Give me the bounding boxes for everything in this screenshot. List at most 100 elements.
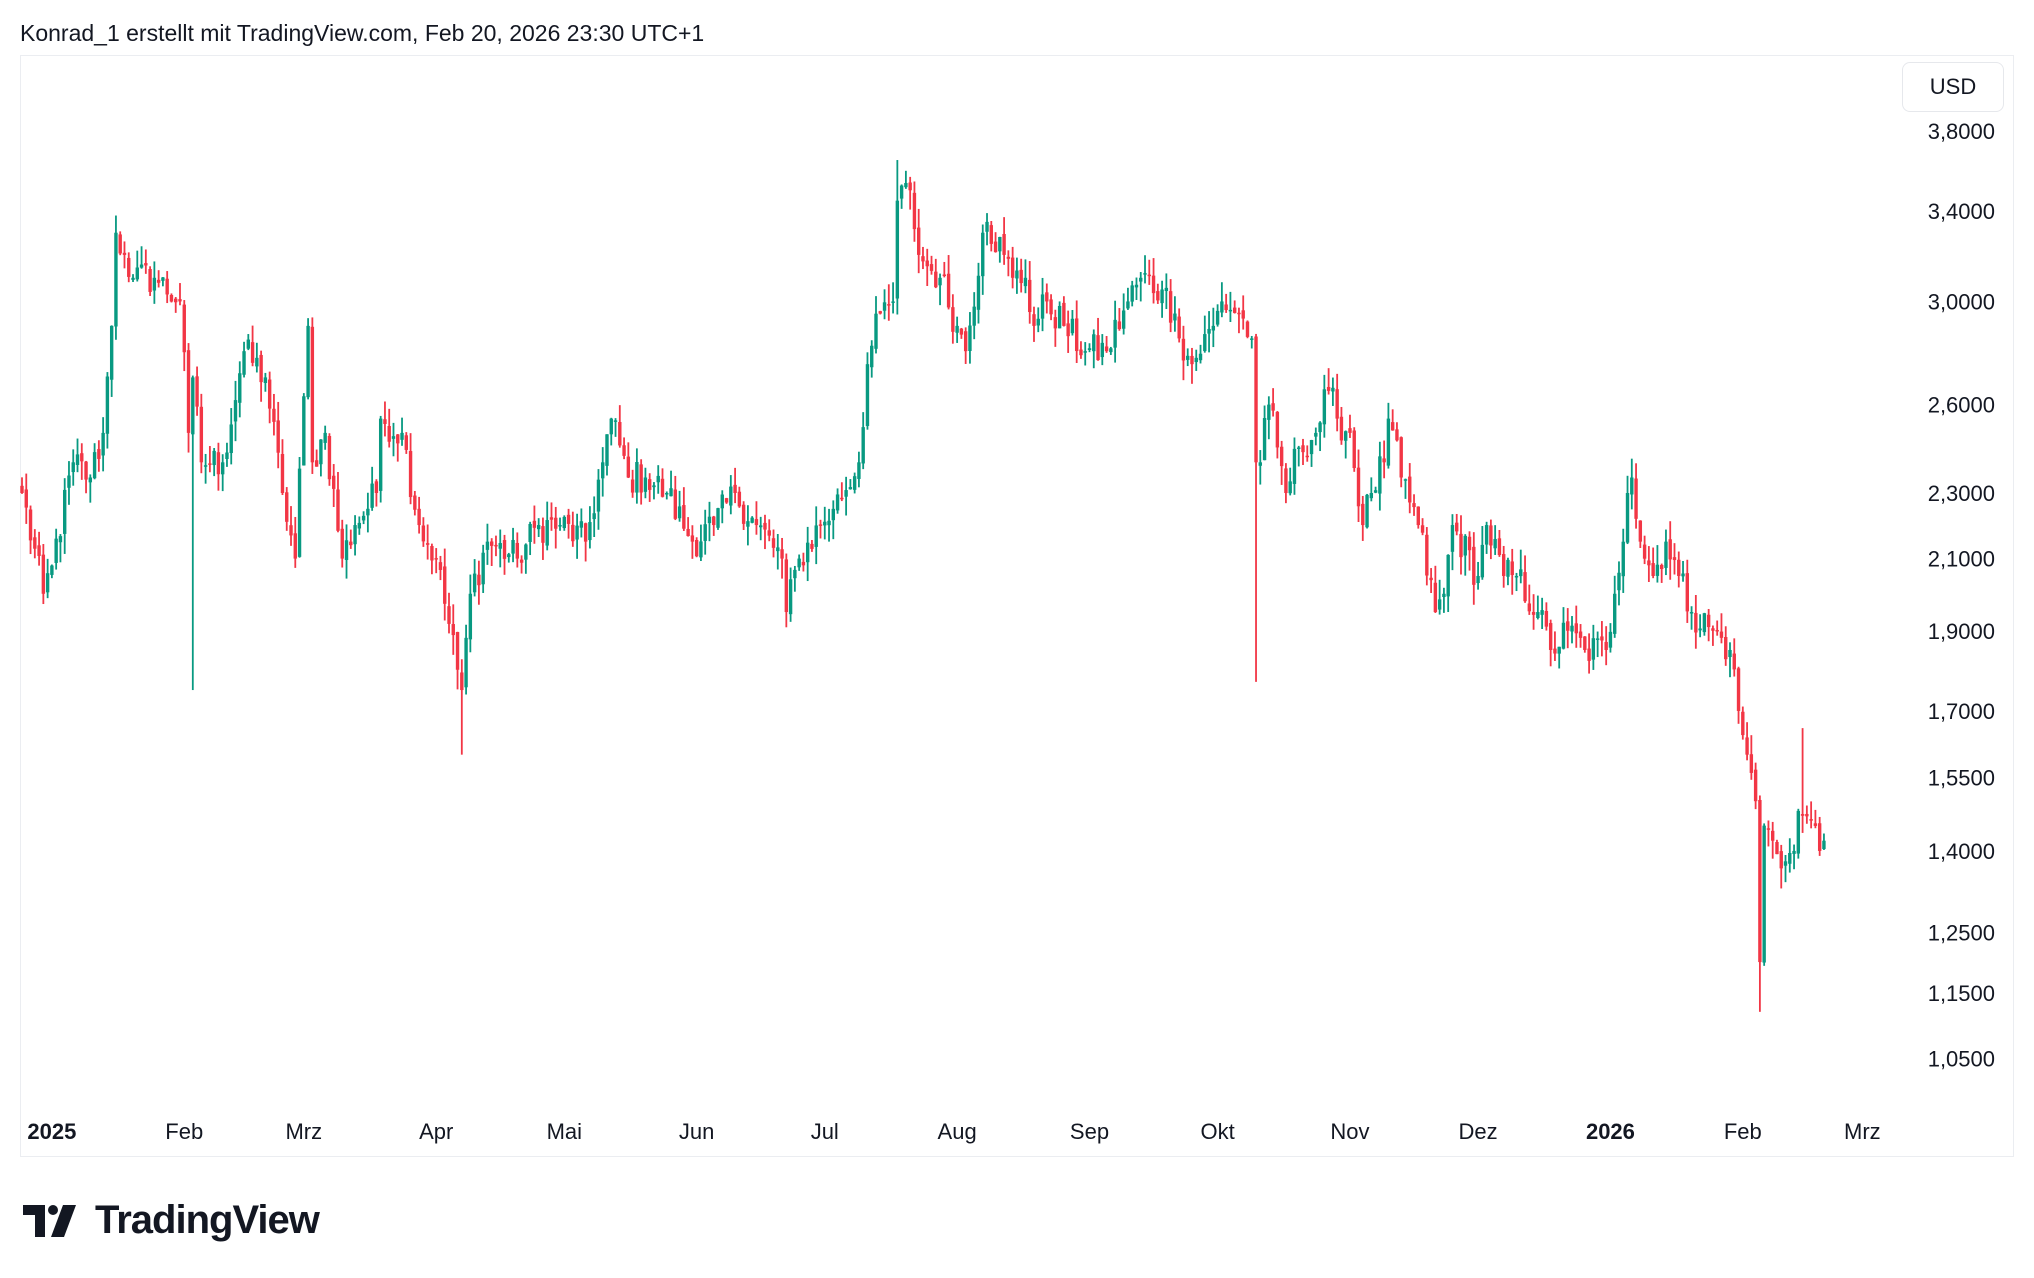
candle-body — [1378, 456, 1382, 494]
candle — [477, 560, 481, 605]
candle-wick — [1349, 414, 1351, 438]
candle-wick — [1712, 625, 1714, 646]
candle-body — [80, 453, 84, 462]
candle-body — [1335, 389, 1339, 419]
candle — [1800, 728, 1805, 833]
candle-body — [1134, 284, 1139, 288]
candle — [741, 501, 746, 530]
candle — [344, 524, 349, 579]
candle — [63, 478, 67, 554]
candle-body — [1117, 321, 1122, 330]
candle — [1139, 272, 1143, 302]
candle-wick — [144, 249, 147, 274]
candle-body — [1672, 557, 1677, 561]
candle-body — [109, 325, 114, 380]
candle-wick — [507, 552, 510, 563]
candle-body — [1220, 301, 1224, 313]
candle — [472, 559, 477, 597]
candle — [729, 475, 733, 515]
x-tick-label: Apr — [419, 1119, 453, 1144]
candle — [882, 289, 887, 320]
candle — [592, 496, 596, 538]
candle — [1480, 526, 1485, 580]
candle — [161, 277, 165, 287]
candle-wick — [157, 270, 160, 288]
candle — [571, 511, 575, 547]
candle — [186, 343, 191, 453]
candle — [1758, 795, 1762, 1012]
currency-button[interactable]: USD — [1902, 62, 2004, 112]
candle-body — [88, 477, 93, 483]
candle — [776, 534, 780, 570]
candle — [536, 518, 541, 537]
candle-wick — [1331, 377, 1334, 406]
candle-body — [242, 351, 246, 375]
candle-body — [336, 489, 340, 531]
candle-wick — [1319, 421, 1321, 452]
candle-body — [1258, 462, 1262, 466]
tradingview-logo[interactable]: TradingView — [23, 1198, 320, 1243]
candle — [24, 473, 28, 524]
candle-body — [571, 524, 575, 542]
candle-body — [635, 462, 639, 493]
candle — [1245, 320, 1250, 339]
candle-body — [712, 516, 716, 526]
y-tick-label: 3,4000 — [1928, 199, 1995, 224]
candle-body — [1694, 612, 1698, 633]
candle-body — [993, 241, 998, 253]
candle-body — [1472, 546, 1476, 585]
candle-wick — [764, 514, 766, 550]
candle-wick — [1297, 445, 1300, 467]
candle-body — [1595, 638, 1600, 640]
candle-body — [814, 525, 818, 547]
candle — [1446, 554, 1450, 612]
candle — [925, 248, 929, 286]
candle — [767, 519, 771, 542]
candle-body — [1326, 386, 1331, 391]
candle — [1207, 311, 1211, 353]
candle-wick — [1801, 728, 1804, 833]
candle-wick — [89, 474, 92, 503]
candle-body — [1493, 538, 1497, 549]
candle-body — [1348, 428, 1352, 433]
candle — [870, 340, 874, 378]
candle-wick — [1810, 801, 1813, 829]
y-tick-label: 3,0000 — [1928, 289, 1995, 314]
candle — [1062, 296, 1066, 327]
candle — [1497, 529, 1502, 557]
candle — [1583, 636, 1587, 653]
candle — [1822, 833, 1826, 850]
candle — [1100, 334, 1105, 366]
candle-body — [694, 539, 699, 557]
candle — [1087, 343, 1092, 353]
candle-body — [1066, 323, 1070, 337]
candle-body — [203, 465, 208, 467]
candle-wick — [136, 250, 139, 282]
candle — [101, 417, 105, 472]
x-tick-label: Feb — [1724, 1119, 1762, 1144]
candle-body — [1181, 338, 1186, 361]
candle — [1186, 348, 1190, 367]
candle-body — [1702, 613, 1707, 633]
candle-body — [1476, 575, 1480, 584]
x-tick-label: 2026 — [1586, 1119, 1635, 1144]
candle-body — [1245, 321, 1250, 337]
candle — [865, 352, 870, 430]
candle-body — [929, 264, 934, 271]
candle — [891, 282, 895, 314]
candle-wick — [1191, 347, 1193, 384]
candle — [387, 408, 391, 448]
candle — [1083, 342, 1087, 366]
candle-body — [677, 506, 682, 519]
candle-body — [1160, 289, 1164, 304]
candle — [677, 490, 682, 522]
candle — [1279, 440, 1284, 485]
candle-body — [327, 435, 332, 480]
candle-body — [1049, 299, 1053, 315]
x-tick-label: 2025 — [27, 1119, 76, 1144]
candle-wick — [1716, 620, 1719, 636]
candle — [998, 236, 1002, 263]
candle — [823, 506, 827, 540]
candle-body — [1250, 338, 1254, 340]
